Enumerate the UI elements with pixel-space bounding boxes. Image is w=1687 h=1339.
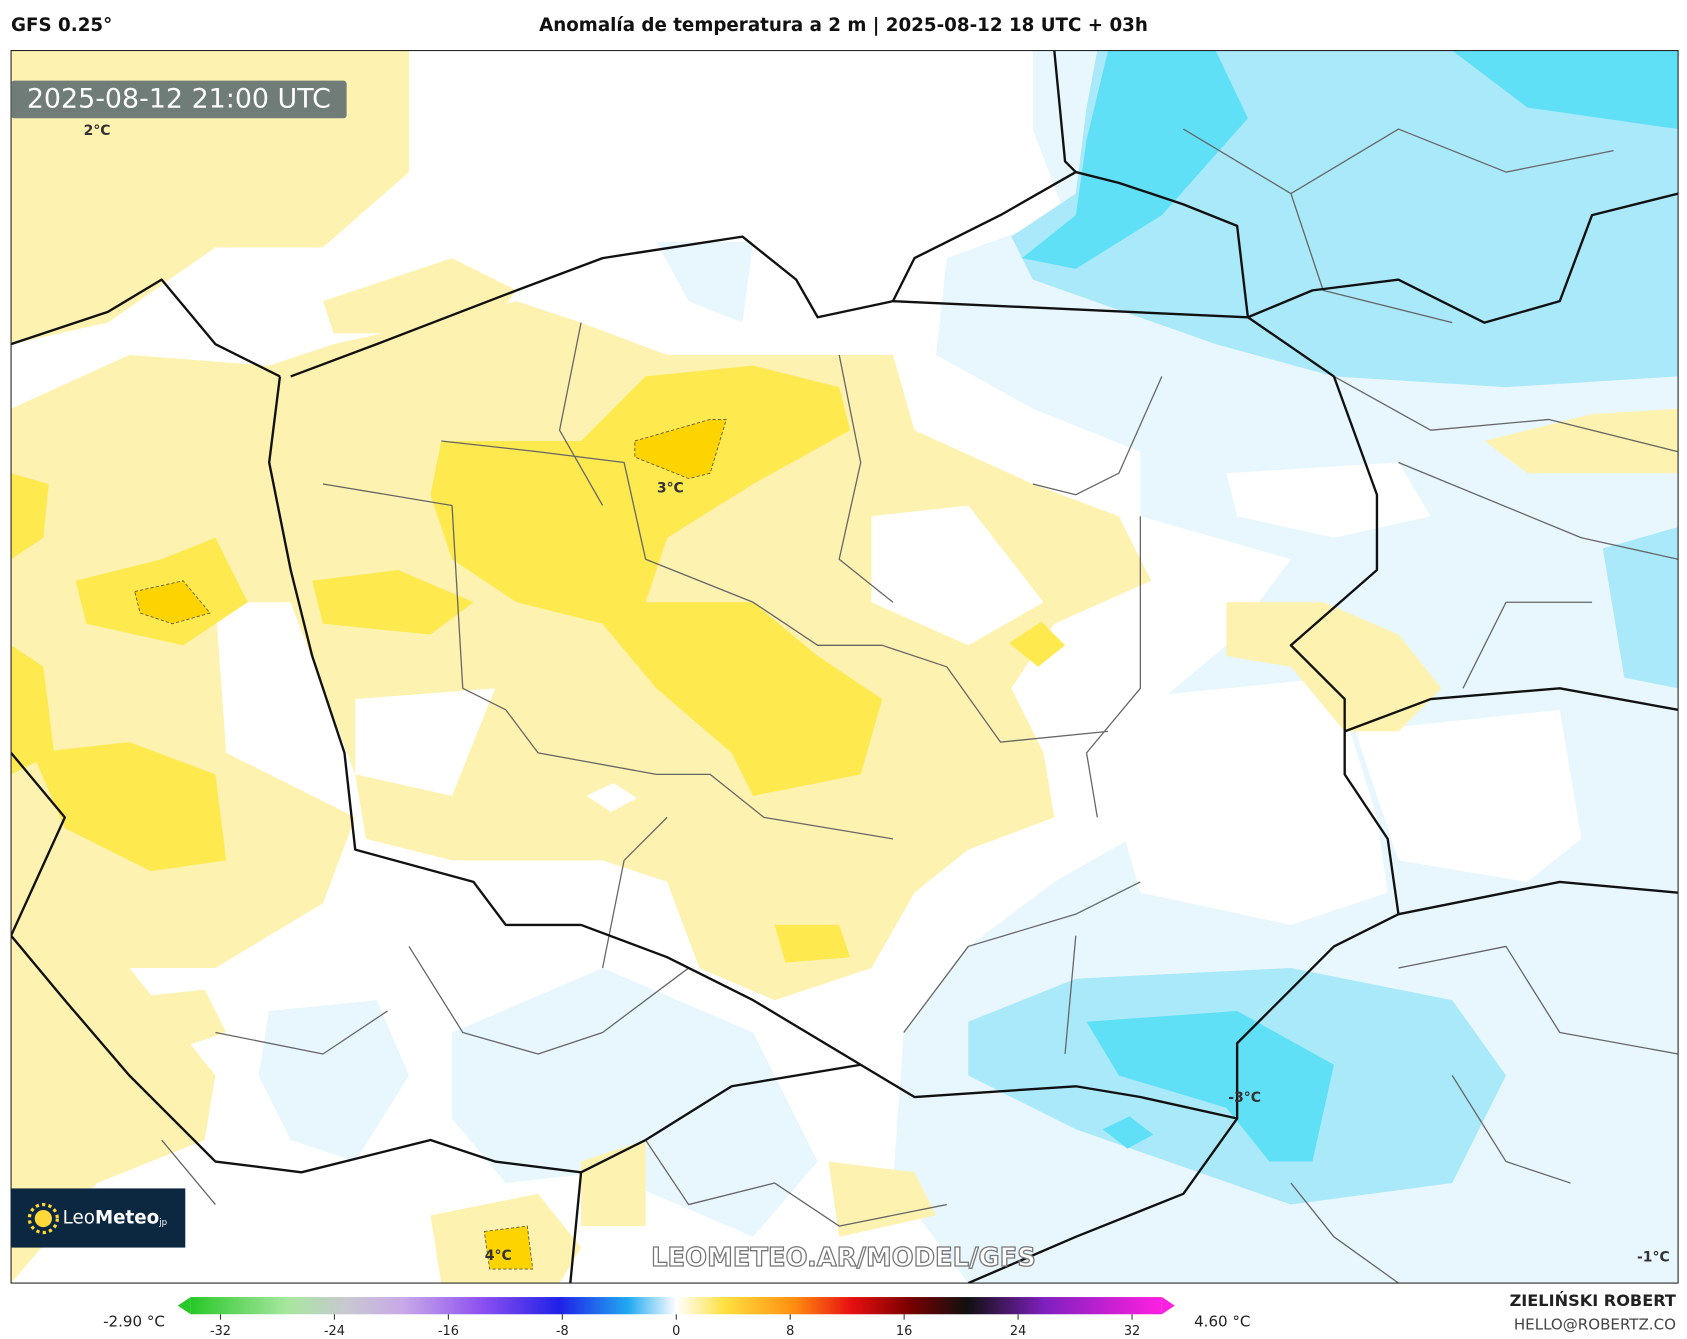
colorbar-tick-label: 0 bbox=[672, 1324, 680, 1339]
model-label: GFS 0.25° bbox=[11, 15, 112, 36]
cool-area bbox=[258, 1000, 409, 1162]
neutral-area bbox=[1355, 709, 1582, 882]
colorbar-arrow bbox=[1161, 1297, 1175, 1315]
colorbar-arrow bbox=[177, 1297, 191, 1315]
colorbar-scale bbox=[190, 1297, 1162, 1315]
logo-text: LeoMeteojp bbox=[63, 1208, 167, 1229]
cold-area bbox=[1452, 50, 1679, 130]
region-border bbox=[161, 128, 1679, 1284]
warm-area bbox=[11, 473, 49, 560]
warm-area bbox=[828, 1161, 936, 1237]
country-border bbox=[267, 235, 1400, 1120]
hot-area bbox=[134, 580, 211, 625]
warm-area bbox=[1226, 602, 1442, 732]
map-frame bbox=[10, 50, 1679, 1284]
country-border bbox=[11, 50, 1679, 1284]
cool-area bbox=[1602, 526, 1679, 689]
colorbar-tick-label: -24 bbox=[324, 1324, 345, 1339]
cool-area bbox=[452, 967, 818, 1237]
colorbar-tick-label: -32 bbox=[210, 1324, 231, 1339]
watermark: LEOMETEO.AR/MODEL/GFS bbox=[651, 1243, 1036, 1273]
neutral-area bbox=[871, 505, 1044, 646]
contour-label: -1°C bbox=[1637, 1249, 1670, 1265]
logo-suffix: jp bbox=[158, 1217, 167, 1227]
cold-area bbox=[1102, 1116, 1154, 1149]
colorbar-tick-label: 16 bbox=[896, 1324, 912, 1339]
contour-label: 2°C bbox=[84, 123, 111, 139]
hot-area bbox=[483, 1225, 534, 1270]
cold-area bbox=[1086, 1010, 1334, 1162]
colorbar-tick-label: -8 bbox=[556, 1324, 569, 1339]
warm-area bbox=[1484, 408, 1679, 474]
warm-area bbox=[32, 742, 227, 872]
neutral-area bbox=[355, 688, 496, 796]
map-title: Anomalía de temperatura a 2 m | 2025-08-… bbox=[539, 15, 1148, 36]
warm-area bbox=[11, 645, 55, 775]
email: HELLO@ROBERTZ.CO bbox=[1514, 1316, 1676, 1334]
neutral-area bbox=[586, 782, 638, 813]
colorbar-min: -2.90 °C bbox=[103, 1312, 165, 1330]
map-area bbox=[11, 50, 1679, 1284]
warm-area bbox=[11, 301, 1152, 1284]
timestamp-box bbox=[11, 80, 347, 119]
cool-area bbox=[656, 241, 754, 323]
contour-label: 3°C bbox=[657, 480, 684, 496]
hot-area bbox=[634, 419, 727, 480]
warm-area bbox=[11, 50, 409, 345]
contour-label: -3°C bbox=[1228, 1090, 1261, 1106]
timestamp: 2025-08-12 21:00 UTC bbox=[27, 84, 331, 115]
warm-area bbox=[107, 989, 227, 1054]
neutral-area bbox=[1118, 677, 1388, 925]
colorbar-tick-label: 8 bbox=[786, 1324, 794, 1339]
colorbar-max: 4.60 °C bbox=[1194, 1312, 1250, 1330]
neutral-area bbox=[1226, 462, 1431, 538]
cold-area bbox=[1022, 50, 1248, 269]
author: ZIELIŃSKI ROBERT bbox=[1510, 1291, 1676, 1310]
warm-area bbox=[430, 365, 883, 796]
warm-area bbox=[1009, 621, 1066, 667]
logo-name-bold: Meteo bbox=[95, 1208, 159, 1229]
colorbar-tick-label: 32 bbox=[1124, 1324, 1140, 1339]
colorbar-tick-label: 24 bbox=[1010, 1324, 1026, 1339]
warm-area bbox=[312, 570, 474, 635]
logo-rays bbox=[27, 1202, 59, 1235]
logo-name: Leo bbox=[63, 1208, 95, 1229]
colorbar-tick-label: -16 bbox=[438, 1324, 459, 1339]
warm-area bbox=[581, 1140, 646, 1227]
warm-area bbox=[774, 924, 850, 963]
logo-sun bbox=[34, 1209, 52, 1228]
colorbar: -2.90 °C 4.60 °C -32 -24 -16 -8 0 8 16 24 32 bbox=[103, 1297, 1250, 1339]
contour-label: 4°C bbox=[485, 1248, 512, 1264]
